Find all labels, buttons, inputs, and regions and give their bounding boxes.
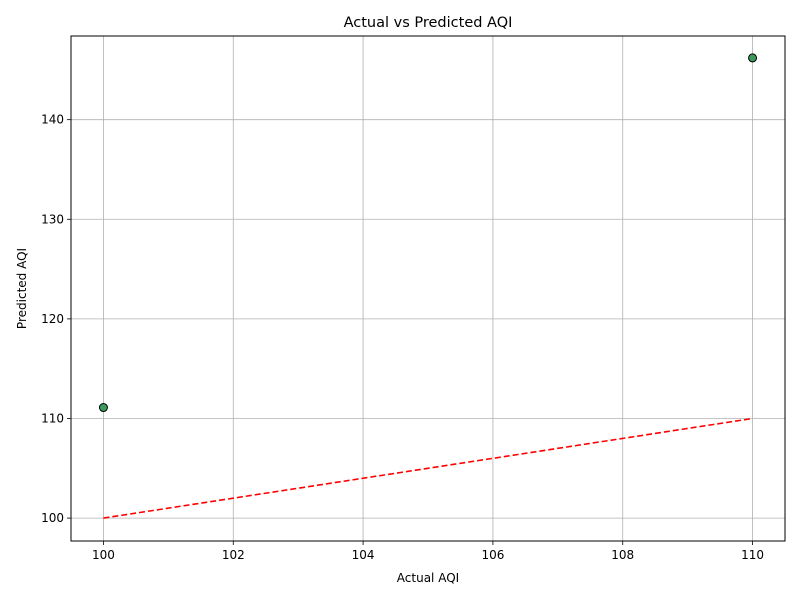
chart-title: Actual vs Predicted AQI [344,15,513,31]
reference-line-layer [103,417,753,519]
x-axis-ticks: 100 102 104 106 108 110 [92,541,764,562]
grid-lines [71,36,785,541]
data-points [98,53,758,413]
x-axis-title: Actual AQI [397,571,459,585]
plot-frame [70,35,786,542]
x-tick-label: 100 [92,548,115,562]
data-point [98,403,108,413]
y-tick-label: 110 [41,411,64,425]
x-tick-label: 102 [222,548,245,562]
y-tick-label: 130 [41,212,64,226]
y-tick-label: 100 [41,511,64,525]
x-tick-label: 104 [352,548,375,562]
y-tick-label: 140 [41,113,64,127]
y-axis-ticks: 100 110 120 130 140 [41,113,71,525]
x-tick-label: 108 [611,548,634,562]
x-tick-label: 106 [481,548,504,562]
x-tick-label: 110 [741,548,764,562]
y-tick-label: 120 [41,312,64,326]
reference-line [103,417,753,519]
data-point [748,53,758,63]
y-axis-title: Predicted AQI [15,248,29,329]
